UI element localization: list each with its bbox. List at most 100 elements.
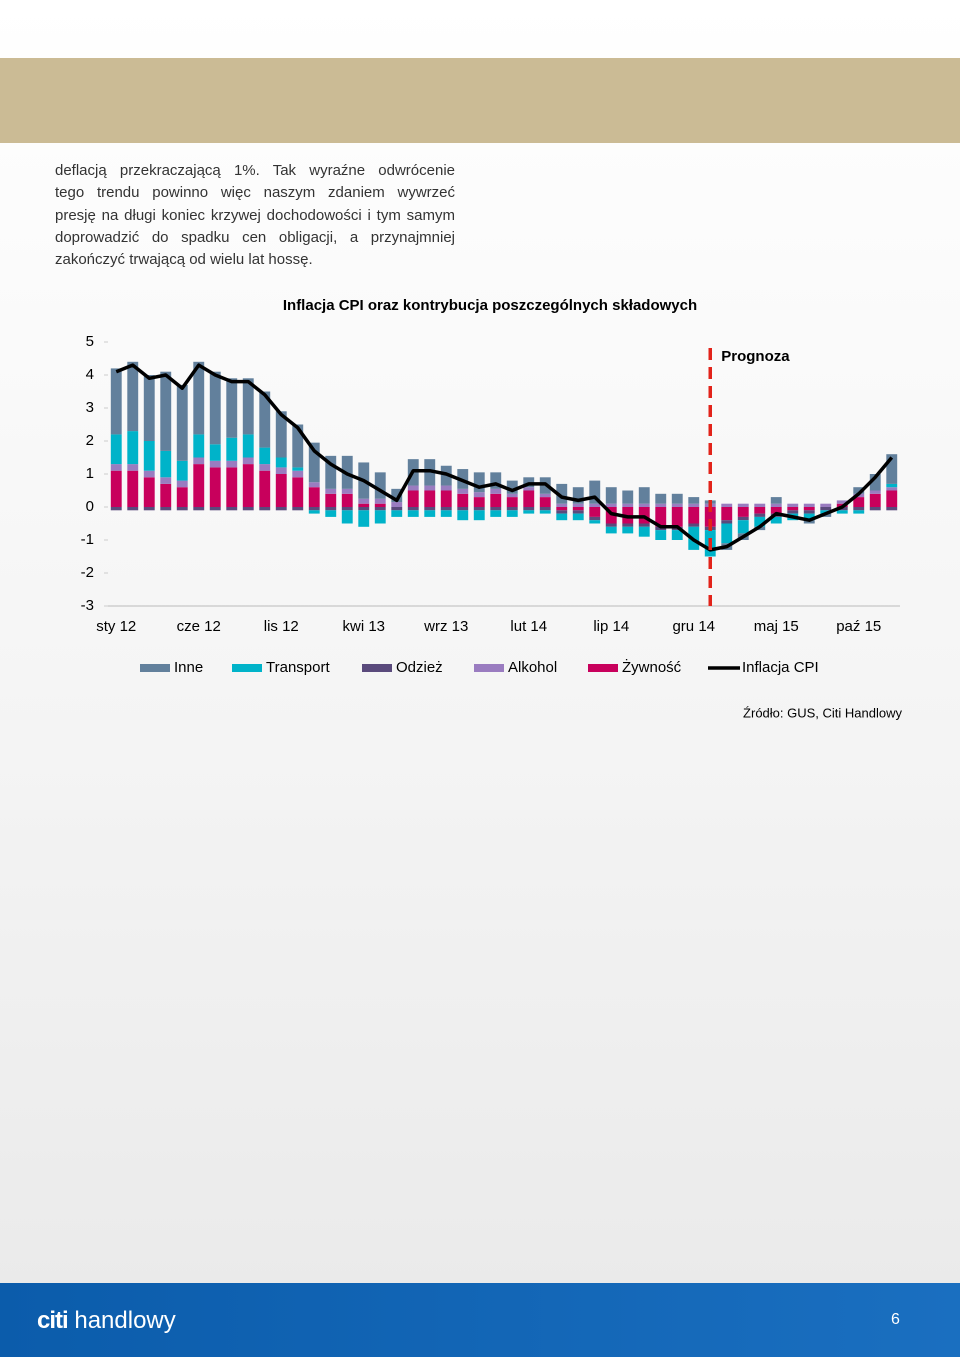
bar-segment bbox=[803, 513, 815, 521]
bar-segment bbox=[275, 457, 287, 468]
bar-segment bbox=[836, 510, 848, 514]
x-tick-label: cze 12 bbox=[177, 618, 221, 635]
legend-swatch bbox=[474, 664, 504, 672]
bar-segment bbox=[622, 490, 634, 504]
x-tick-label: wrz 13 bbox=[423, 618, 468, 635]
chart-title: Inflacja CPI oraz kontrybucja poszczegól… bbox=[283, 297, 697, 314]
bar-segment bbox=[110, 464, 122, 471]
bar-segment bbox=[440, 485, 452, 491]
bar-segment bbox=[242, 464, 254, 507]
bar-segment bbox=[259, 507, 271, 511]
y-tick-label: 0 bbox=[86, 498, 94, 515]
bar-segment bbox=[176, 507, 188, 511]
bar-segment bbox=[688, 523, 700, 527]
bar-segment bbox=[539, 493, 551, 498]
x-tick-label: lut 14 bbox=[510, 618, 547, 635]
bar-segment bbox=[688, 503, 700, 507]
bar-segment bbox=[226, 460, 238, 468]
bar-segment bbox=[523, 487, 535, 491]
bar-segment bbox=[688, 497, 700, 504]
bar-segment bbox=[325, 493, 337, 507]
bar-segment bbox=[176, 460, 188, 481]
legend-swatch bbox=[140, 664, 170, 672]
bar-segment bbox=[721, 520, 733, 524]
bar-segment bbox=[457, 510, 469, 521]
bar-segment bbox=[490, 510, 502, 517]
bar-segment bbox=[424, 507, 436, 511]
annotation: Prognoza bbox=[721, 348, 790, 365]
bar-segment bbox=[490, 472, 502, 489]
bar-segment bbox=[853, 487, 865, 494]
bar-segment bbox=[424, 510, 436, 517]
legend-label: Żywność bbox=[622, 658, 682, 676]
bar-segment bbox=[704, 507, 716, 527]
bar-segment bbox=[853, 497, 865, 507]
bar-segment bbox=[539, 507, 551, 511]
bar-segment bbox=[275, 467, 287, 474]
bar-segment bbox=[209, 371, 221, 445]
bar-segment bbox=[737, 503, 749, 507]
bar-segment bbox=[440, 507, 452, 511]
chart: Inflacja CPI oraz kontrybucja poszczegól… bbox=[81, 297, 903, 720]
brand: citi bbox=[37, 1307, 69, 1334]
paragraph: deflacją przekraczającą 1%. Tak wyraźne … bbox=[55, 160, 455, 271]
bar-segment bbox=[523, 507, 535, 511]
bar-segment bbox=[556, 503, 568, 507]
bar-segment bbox=[473, 472, 485, 493]
bar-segment bbox=[209, 460, 221, 468]
bar-segment bbox=[589, 503, 601, 507]
bar-segment bbox=[176, 480, 188, 488]
bar-segment bbox=[325, 488, 337, 494]
bar-segment bbox=[127, 470, 139, 507]
bar-segment bbox=[424, 490, 436, 507]
bar-segment bbox=[688, 507, 700, 524]
bar-segment bbox=[754, 513, 766, 517]
bar-segment bbox=[176, 487, 188, 507]
bar-segment bbox=[127, 431, 139, 465]
bar-segment bbox=[292, 424, 304, 468]
bar-segment bbox=[556, 483, 568, 504]
legend-label: Inne bbox=[174, 659, 203, 676]
bar-segment bbox=[589, 520, 601, 524]
bar-segment bbox=[638, 487, 650, 504]
bar-segment bbox=[655, 493, 667, 504]
bar-segment bbox=[638, 526, 650, 537]
y-tick-label: 5 bbox=[86, 333, 94, 350]
bar-segment bbox=[407, 507, 419, 511]
bar-segment bbox=[671, 507, 683, 527]
bar-segment bbox=[638, 523, 650, 527]
bar-segment bbox=[506, 507, 518, 511]
bar-segment bbox=[440, 490, 452, 507]
bar-segment bbox=[737, 516, 749, 521]
bar-segment bbox=[358, 503, 370, 507]
bar-segment bbox=[506, 497, 518, 507]
bar-segment bbox=[160, 507, 172, 511]
bar-segment bbox=[193, 361, 205, 435]
bar-segment bbox=[391, 488, 403, 503]
page-number: 6 bbox=[891, 1311, 900, 1328]
bar-segment bbox=[671, 493, 683, 504]
bar-segment bbox=[275, 507, 287, 511]
source: Źródło: GUS, Citi Handlowy bbox=[743, 705, 902, 720]
bar-segment bbox=[127, 507, 139, 511]
bar-segment bbox=[143, 470, 155, 478]
x-tick-label: lis 12 bbox=[264, 618, 299, 635]
bar-segment bbox=[754, 503, 766, 507]
bar-segment bbox=[193, 434, 205, 458]
bar-segment bbox=[770, 497, 782, 504]
bar-segment bbox=[226, 507, 238, 511]
bar-segment bbox=[374, 503, 386, 507]
legend-swatch bbox=[588, 664, 618, 672]
bar-segment bbox=[671, 503, 683, 507]
bar-segment bbox=[671, 530, 683, 540]
cpi-line bbox=[115, 363, 894, 552]
bar-segment bbox=[110, 434, 122, 465]
bar-segment bbox=[787, 503, 799, 507]
bar-segment bbox=[457, 507, 469, 511]
bar-segment bbox=[572, 510, 584, 514]
bar-segment bbox=[292, 507, 304, 511]
bar-segment bbox=[143, 441, 155, 471]
bar-segment bbox=[622, 503, 634, 507]
y-tick-label: -2 bbox=[81, 564, 94, 581]
text-line: doprowadzić do spadku cen obligacji, a p… bbox=[55, 228, 455, 246]
